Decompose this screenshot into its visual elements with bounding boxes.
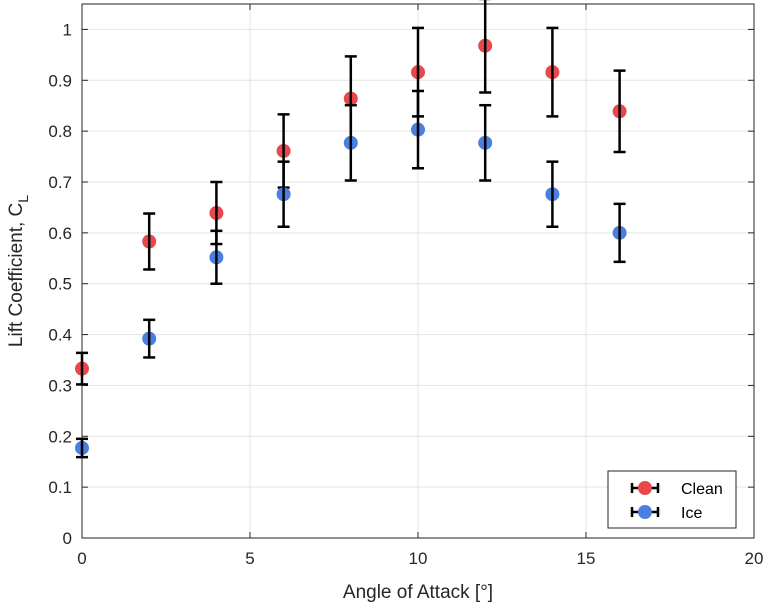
y-axis-label-subscript: L (15, 195, 31, 203)
y-axis-label: Lift Coefficient, CL (6, 195, 31, 347)
y-tick-label: 1 (63, 20, 72, 39)
x-tick-label: 15 (577, 549, 596, 568)
y-tick-label: 0.2 (48, 427, 72, 446)
y-tick-label: 0.3 (48, 376, 72, 395)
y-axis-label-main: Lift Coefficient, C (6, 203, 27, 347)
legend-box (607, 470, 737, 529)
x-tick-label: 0 (77, 549, 86, 568)
y-tick-label: 0.8 (48, 122, 72, 141)
legend-label: Clean (681, 481, 723, 498)
legend-item-ice: Ice (630, 505, 702, 522)
legend-item-clean: Clean (630, 481, 723, 498)
y-tick-label: 0.9 (48, 71, 72, 90)
legend-marker (638, 481, 652, 495)
x-tick-label: 20 (745, 549, 764, 568)
x-tick-label: 5 (245, 549, 254, 568)
data-marks (75, 0, 627, 459)
legend-label: Ice (681, 505, 702, 522)
legend: Clean Ice (607, 470, 737, 529)
legend-marker (638, 505, 652, 519)
y-tick-label: 0.4 (48, 326, 72, 345)
y-tick-label: 0 (63, 529, 72, 548)
y-tick-label: 0.1 (48, 478, 72, 497)
series-clean (75, 0, 627, 386)
y-tick-label: 0.5 (48, 275, 72, 294)
series-ice (75, 89, 627, 459)
axis-ticks: 0 5 10 15 20 0 0.1 0.2 0.3 0.4 0.5 0.6 0.7 0.8 0.9 1 (48, 4, 763, 568)
x-tick-label: 10 (409, 549, 428, 568)
legend-items: Clean Ice (630, 481, 723, 522)
x-axis-label: Angle of Attack [°] (343, 582, 493, 603)
y-tick-label: 0.6 (48, 224, 72, 243)
y-tick-label: 0.7 (48, 173, 72, 192)
